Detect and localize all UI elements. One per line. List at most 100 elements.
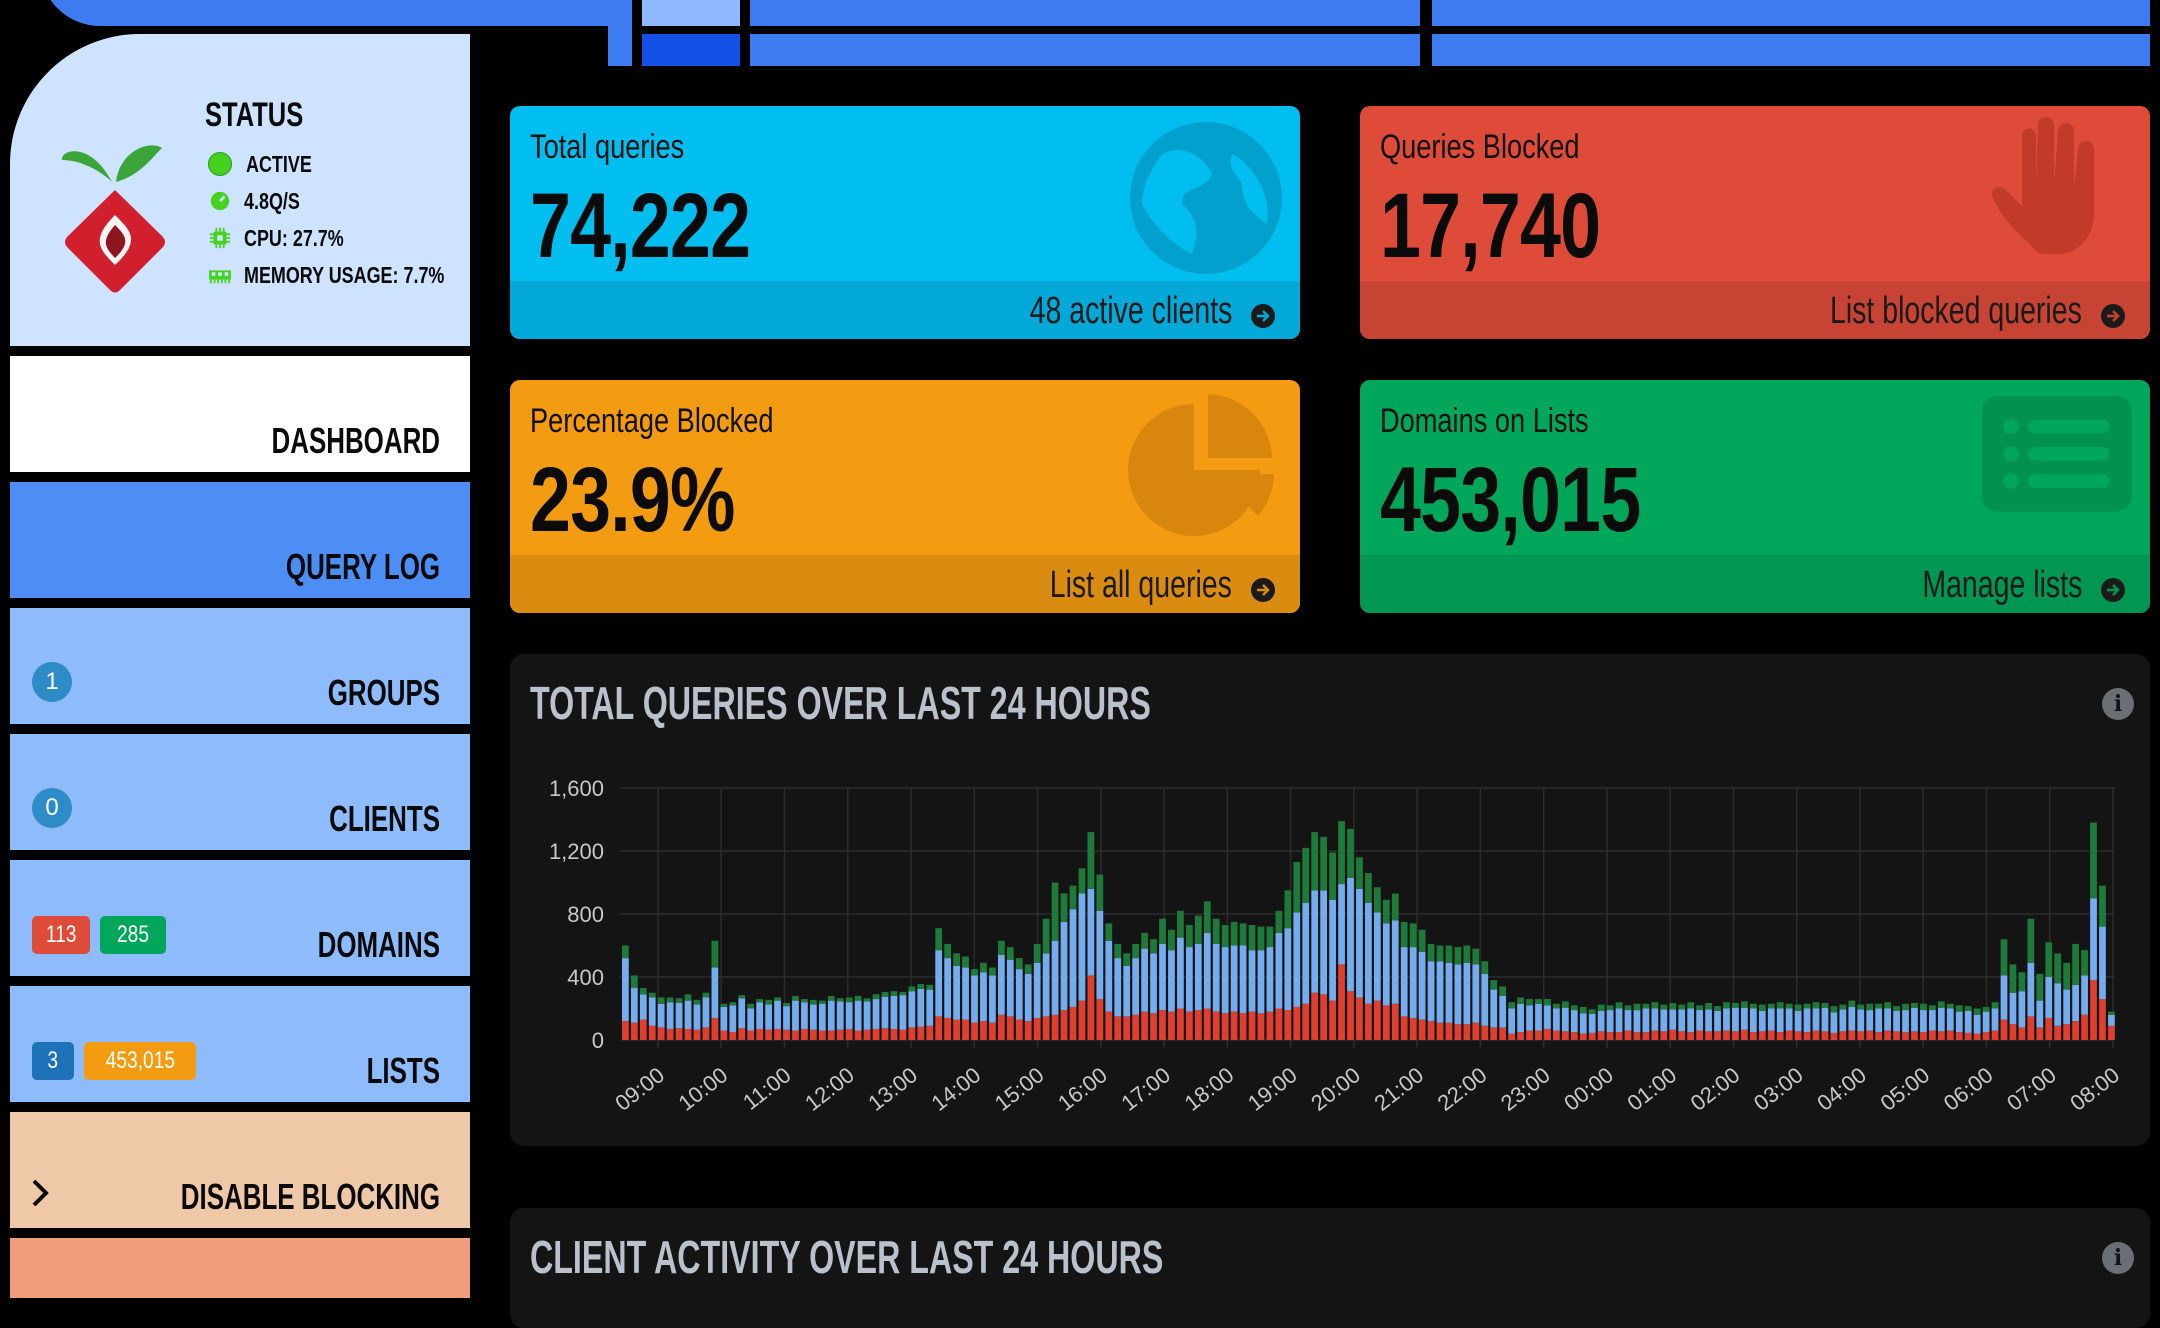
chart-bar (1526, 1005, 1533, 1031)
status-rate: 4.8Q/S (208, 186, 316, 216)
arrow-circle-right-icon[interactable] (2100, 577, 2126, 603)
card-total-queries-footer[interactable]: 48 active clients (510, 281, 1300, 339)
chart-bar (827, 1000, 835, 1031)
chart-bar (1427, 961, 1435, 1022)
chart-bar (1606, 1032, 1614, 1040)
chart-bar (1821, 1002, 1829, 1008)
card-domains-on-lists-link[interactable]: Manage lists (1922, 564, 2082, 606)
chart-bar (953, 1019, 960, 1040)
chart-bar (1445, 1022, 1453, 1040)
chart-bar (2063, 1024, 2071, 1040)
chart-bar (1347, 991, 1354, 1040)
y-tick-label: 400 (567, 965, 604, 990)
x-tick-label: 07:00 (2002, 1062, 2061, 1116)
chart-bar (1445, 945, 1453, 963)
chart-bar (1275, 932, 1283, 1009)
chart-bar (1338, 964, 1345, 1040)
info-icon[interactable]: i (2102, 688, 2134, 720)
y-tick-label: 1,600 (549, 776, 604, 801)
chart-bar (1579, 1033, 1587, 1040)
card-total-queries-link[interactable]: 48 active clients (1029, 290, 1232, 332)
nav-domains[interactable]: 113 285 DOMAINS (10, 860, 470, 976)
chart-bar (2063, 989, 2071, 1025)
chart-bar (1212, 918, 1220, 944)
card-queries-blocked-footer[interactable]: List blocked queries (1360, 281, 2150, 339)
chart-bar (1060, 893, 1068, 922)
chart-bar (1723, 1002, 1730, 1009)
top-frame-elbow (40, 0, 620, 26)
top-frame-segment (642, 34, 740, 66)
chart-bar (1490, 989, 1498, 1028)
chart-bar (2054, 953, 2062, 984)
chart-bar (1785, 1008, 1793, 1031)
arrow-circle-right-icon[interactable] (1250, 577, 1276, 603)
card-domains-on-lists-value: 453,015 (1380, 449, 1641, 551)
chart-bar (675, 1028, 683, 1040)
chart-bar (1454, 964, 1462, 1025)
chart-bar (1105, 1011, 1113, 1040)
chart-bar (890, 995, 898, 1029)
info-icon[interactable]: i (2102, 1242, 2134, 1274)
card-queries-blocked-link[interactable]: List blocked queries (1830, 290, 2082, 332)
chart-bar (1338, 821, 1345, 885)
card-domains-on-lists-footer[interactable]: Manage lists (1360, 555, 2150, 613)
nav-dashboard[interactable]: DASHBOARD (10, 356, 470, 472)
chart-bar (917, 988, 925, 1027)
nav-query-log[interactable]: QUERY LOG (10, 482, 470, 598)
chart-bar (890, 991, 898, 996)
chart-bar (962, 956, 969, 968)
chart-bar (1051, 940, 1059, 1015)
chart-bar (1194, 915, 1202, 944)
chart-bar (953, 965, 960, 1020)
chart-bar (1991, 1008, 1999, 1031)
chart-bar (756, 1028, 764, 1040)
chart-bar (1311, 992, 1319, 1040)
chart-bar (1776, 1032, 1784, 1040)
card-percentage-blocked-footer[interactable]: List all queries (510, 555, 1300, 613)
card-percentage-blocked-link[interactable]: List all queries (1049, 564, 1232, 606)
chart-bar (1266, 926, 1274, 948)
chart-bar (693, 999, 701, 1005)
chart-bar (2036, 1027, 2044, 1040)
chart-bar (666, 1002, 674, 1029)
nav-clients-label: CLIENTS (329, 798, 440, 839)
nav-lists[interactable]: 3 453,015 LISTS (10, 986, 470, 1102)
chart-bar (648, 992, 656, 998)
chart-bar (989, 1022, 996, 1040)
chart-bar (1624, 1005, 1632, 1011)
chart-bar (2099, 999, 2106, 1040)
chart-bar (1230, 1011, 1238, 1040)
chart-bar (1230, 945, 1238, 1012)
arrow-circle-right-icon[interactable] (2100, 303, 2126, 329)
chart-bar (765, 999, 772, 1005)
chart-bar (2099, 926, 2106, 1000)
chart-bar (1320, 994, 1328, 1040)
chart-bar (1535, 1030, 1542, 1040)
x-tick-label: 09:00 (610, 1062, 669, 1116)
card-domains-on-lists-label: Domains on Lists (1380, 402, 1589, 440)
chart-bar (881, 996, 889, 1029)
nav-clients[interactable]: 0 CLIENTS (10, 734, 470, 850)
chart-bar (1338, 884, 1345, 965)
chart-bar (1982, 1006, 1990, 1012)
chart-bar (863, 998, 871, 1002)
chart-bar (1893, 1006, 1900, 1011)
nav-disable-blocking[interactable]: DISABLE BLOCKING (10, 1112, 470, 1228)
chart-bar (1123, 965, 1131, 1017)
chart-bar (1606, 1005, 1614, 1011)
nav-groups[interactable]: 1 GROUPS (10, 608, 470, 724)
chart-bar (1893, 1010, 1900, 1032)
lists-domains-badge: 453,015 (84, 1042, 196, 1080)
y-tick-label: 0 (592, 1028, 604, 1053)
chart-bar (1902, 1010, 1909, 1033)
arrow-circle-right-icon[interactable] (1250, 303, 1276, 329)
chart-bar (1239, 1013, 1247, 1040)
chevron-right-icon (32, 1179, 49, 1207)
nav-next-item[interactable] (10, 1238, 470, 1298)
chart-bar (1391, 893, 1399, 921)
chart-bar (1320, 836, 1328, 891)
chart-bar (1472, 948, 1480, 965)
chart-bar (684, 1028, 692, 1040)
x-tick-label: 12:00 (800, 1062, 859, 1116)
chart-bar (1069, 909, 1077, 1007)
